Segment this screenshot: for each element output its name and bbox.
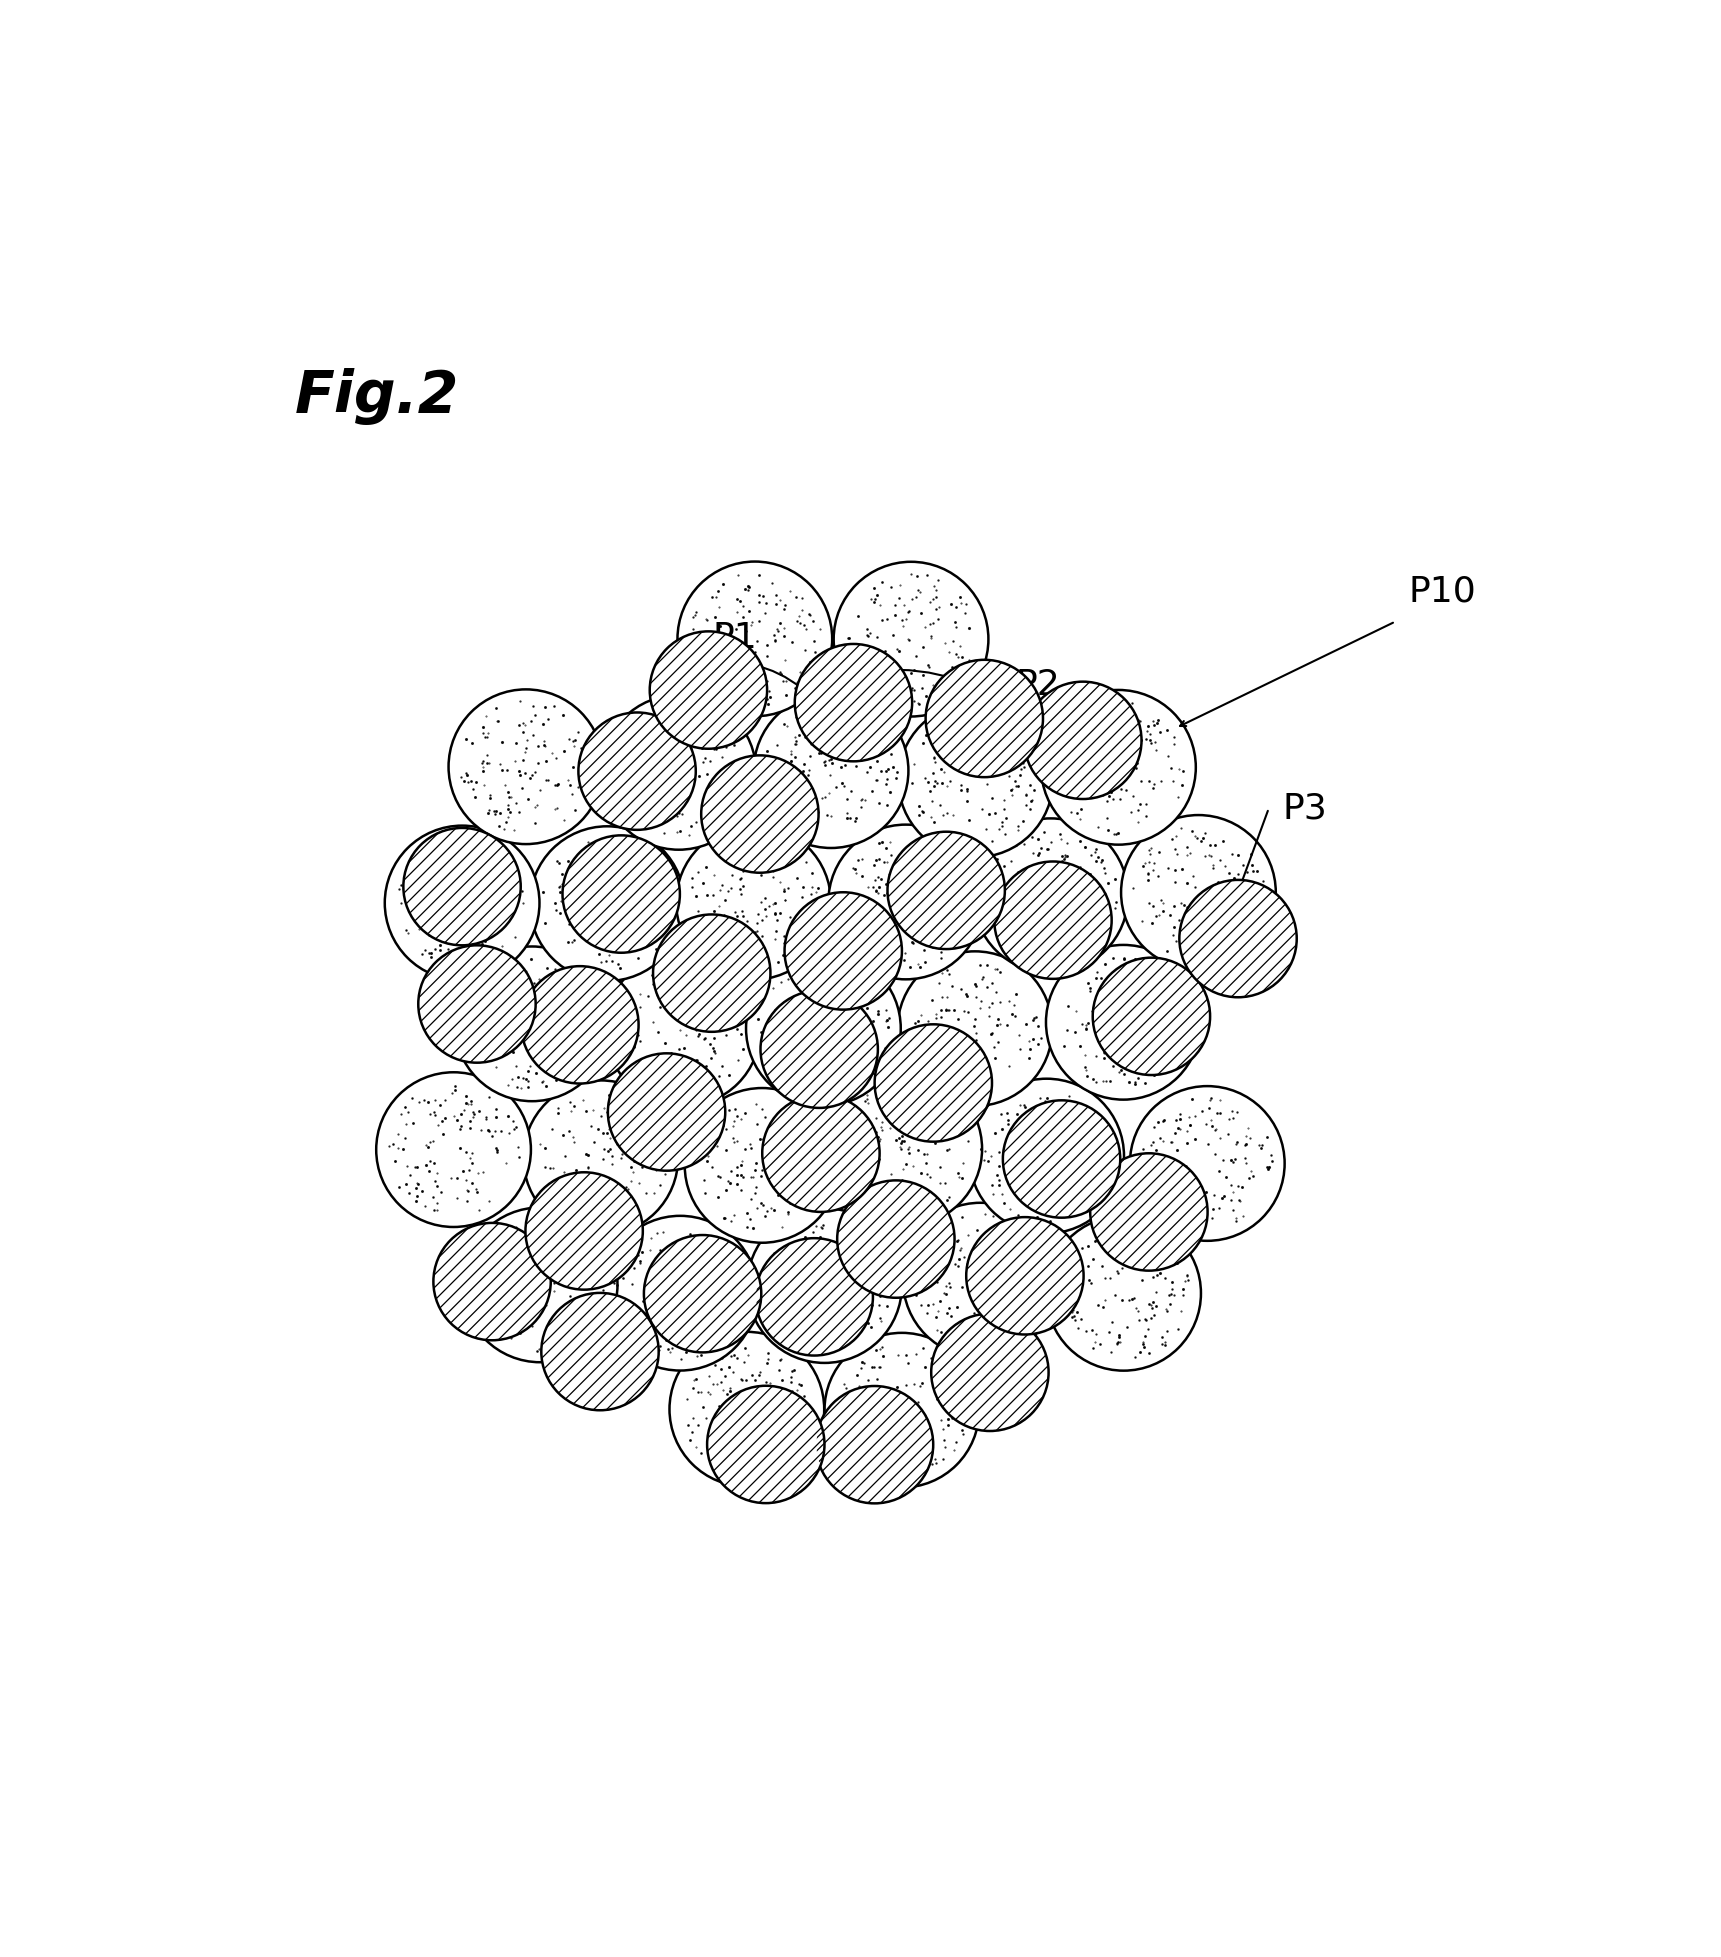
Circle shape <box>606 951 761 1106</box>
Circle shape <box>700 755 819 873</box>
Circle shape <box>602 1215 757 1370</box>
Circle shape <box>824 1333 979 1487</box>
Circle shape <box>816 1386 933 1503</box>
Circle shape <box>745 951 900 1106</box>
Circle shape <box>762 1094 879 1211</box>
Circle shape <box>542 1294 659 1411</box>
Circle shape <box>898 703 1053 857</box>
Circle shape <box>898 951 1052 1106</box>
Circle shape <box>1046 1215 1201 1370</box>
Circle shape <box>707 1386 824 1503</box>
Circle shape <box>828 1072 983 1227</box>
Circle shape <box>678 562 833 716</box>
Circle shape <box>828 824 983 978</box>
Circle shape <box>756 1239 873 1356</box>
Circle shape <box>685 1088 840 1243</box>
Circle shape <box>563 836 680 953</box>
Circle shape <box>669 1333 824 1487</box>
Circle shape <box>874 1024 991 1141</box>
Circle shape <box>386 826 539 980</box>
Circle shape <box>578 712 695 830</box>
Circle shape <box>403 828 521 945</box>
Text: Fig.2: Fig.2 <box>296 368 460 425</box>
Text: P3: P3 <box>1282 791 1327 826</box>
Circle shape <box>836 1180 955 1297</box>
Circle shape <box>1024 681 1141 798</box>
Circle shape <box>449 689 604 843</box>
Circle shape <box>644 1235 761 1352</box>
Circle shape <box>676 826 831 980</box>
Circle shape <box>601 695 756 849</box>
Circle shape <box>795 644 912 761</box>
Circle shape <box>995 861 1112 978</box>
Circle shape <box>1046 945 1201 1100</box>
Circle shape <box>1041 691 1196 845</box>
Circle shape <box>530 826 685 980</box>
Circle shape <box>747 1207 902 1362</box>
Circle shape <box>1093 957 1210 1074</box>
Circle shape <box>761 990 878 1108</box>
Circle shape <box>377 1072 530 1227</box>
Circle shape <box>1003 1100 1120 1217</box>
Circle shape <box>1131 1086 1284 1241</box>
Circle shape <box>523 1080 678 1235</box>
Circle shape <box>651 632 768 750</box>
Circle shape <box>969 1078 1124 1233</box>
Circle shape <box>785 892 902 1010</box>
Circle shape <box>418 945 535 1063</box>
Circle shape <box>1089 1153 1208 1270</box>
Circle shape <box>434 1223 551 1341</box>
Text: P10: P10 <box>1409 573 1477 609</box>
Circle shape <box>521 967 638 1084</box>
Circle shape <box>965 1217 1084 1335</box>
Circle shape <box>754 693 909 847</box>
Circle shape <box>888 832 1005 949</box>
Circle shape <box>904 1204 1058 1358</box>
Circle shape <box>454 947 609 1102</box>
Circle shape <box>974 818 1127 973</box>
Circle shape <box>1120 814 1275 971</box>
Circle shape <box>608 1053 725 1170</box>
Circle shape <box>833 562 988 716</box>
Text: P1: P1 <box>712 620 757 656</box>
Circle shape <box>652 914 771 1031</box>
Text: P2: P2 <box>1015 667 1060 701</box>
Circle shape <box>926 660 1043 777</box>
Circle shape <box>931 1313 1048 1431</box>
Circle shape <box>1179 881 1296 998</box>
Circle shape <box>463 1207 618 1362</box>
Circle shape <box>525 1172 644 1290</box>
